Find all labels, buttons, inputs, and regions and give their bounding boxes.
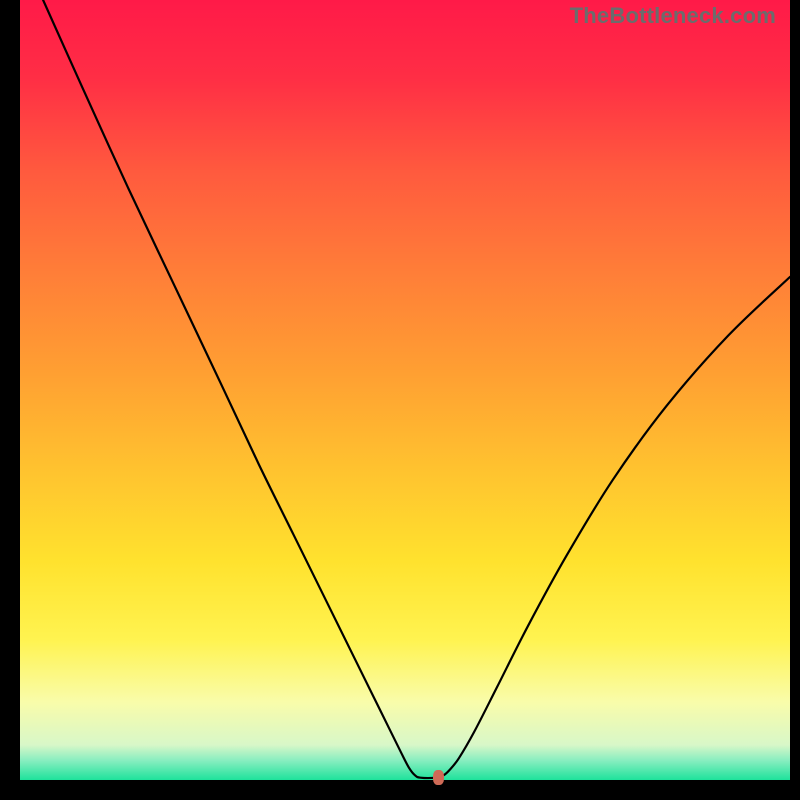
bottleneck-curve [20,0,790,780]
optimum-marker [433,770,444,785]
watermark-text: TheBottleneck.com [570,3,776,29]
chart-frame: TheBottleneck.com [0,0,800,800]
plot-area: TheBottleneck.com [20,0,790,780]
